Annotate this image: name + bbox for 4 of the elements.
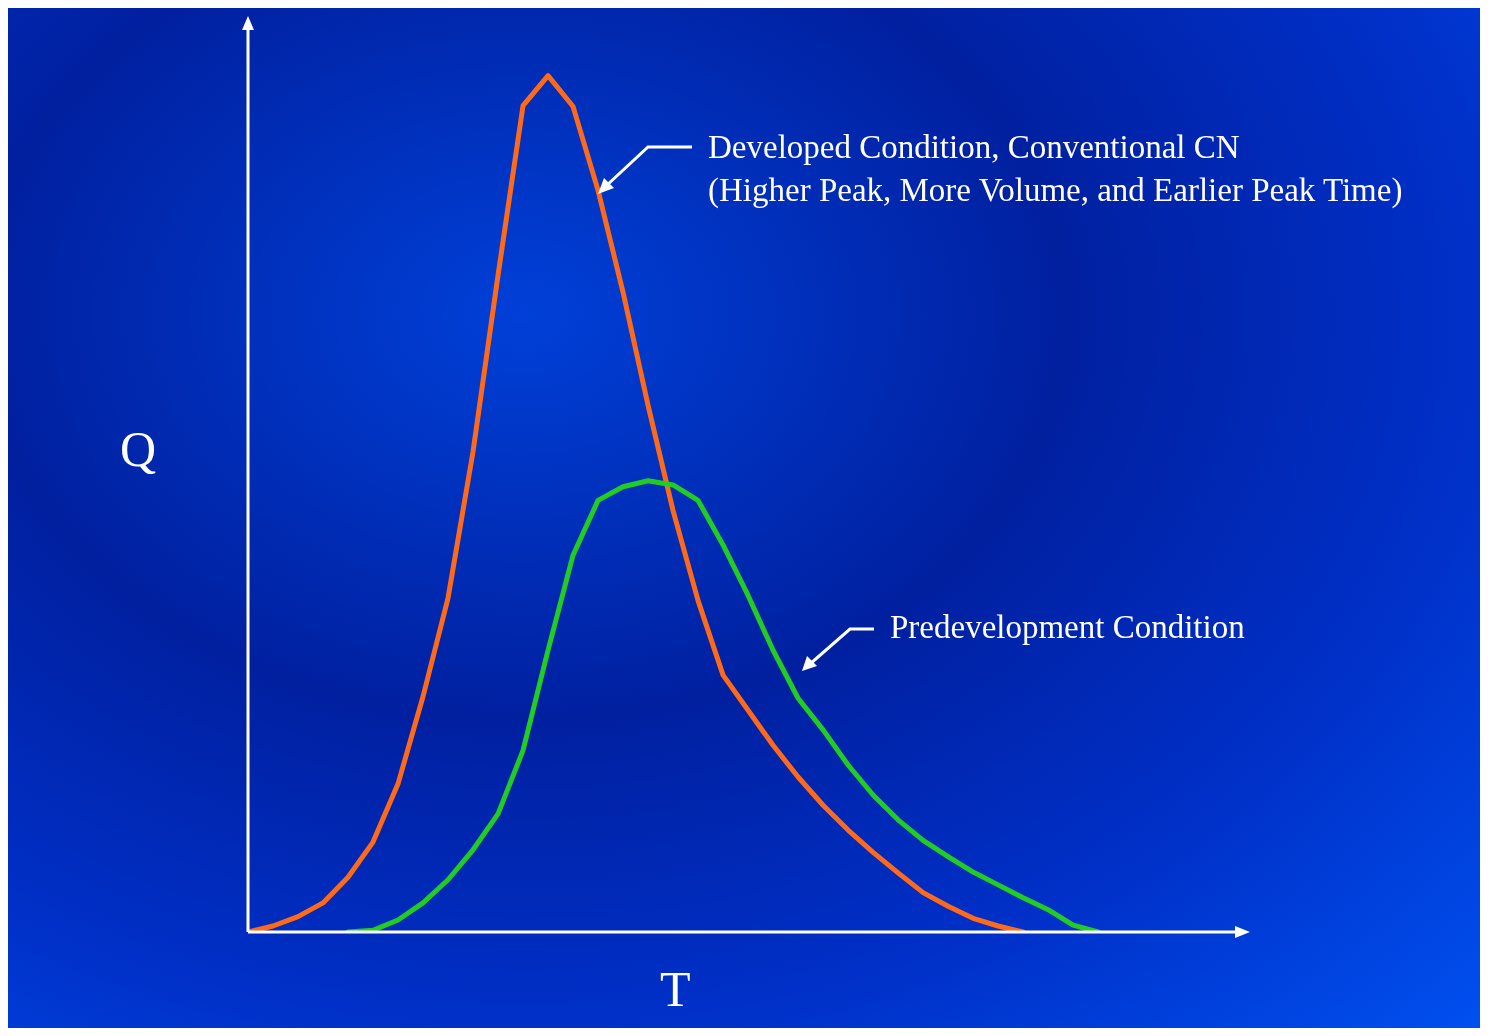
x-axis-title: T [660, 960, 691, 1018]
annotation: Developed Condition, Conventional CN (Higher Peak, More Volume, and Earlier Peak Time) [708, 128, 1403, 210]
annotation: Predevelopment Condition [890, 608, 1245, 647]
y-axis-title: Q [120, 420, 157, 478]
